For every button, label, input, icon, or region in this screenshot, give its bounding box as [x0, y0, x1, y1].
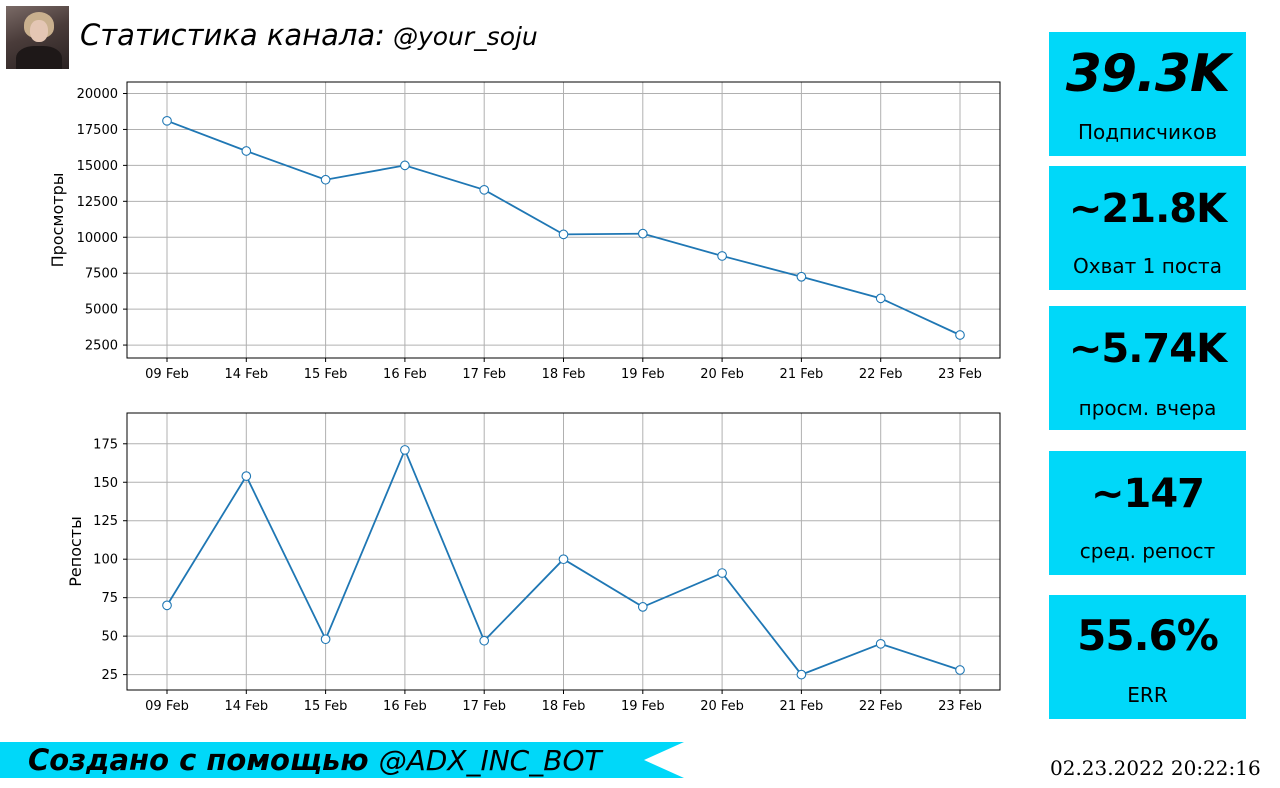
stat-label-views-yesterday: просм. вчера	[1078, 396, 1217, 420]
x-tick-label: 22 Feb	[859, 699, 903, 714]
data-point	[955, 665, 965, 675]
data-point	[796, 271, 807, 282]
x-tick-label: 19 Feb	[621, 367, 665, 382]
x-tick-label: 17 Feb	[462, 699, 506, 714]
data-point	[558, 554, 569, 565]
stat-value-err: 55.6%	[1077, 611, 1219, 660]
data-point	[400, 445, 410, 455]
x-tick-label: 09 Feb	[145, 699, 189, 714]
x-tick-label: 14 Feb	[224, 699, 268, 714]
y-tick-label: 20000	[77, 87, 118, 102]
charts-area: 2500 5000 7500 10000 12500 15000 17500 20000 09 …	[48, 81, 1001, 714]
x-tick-label: 16 Feb	[383, 699, 427, 714]
x-tick-label: 23 Feb	[938, 367, 982, 382]
stat-value-subscribers: 39.3K	[1065, 44, 1231, 104]
y-tick-label: 7500	[85, 267, 118, 282]
data-point	[875, 638, 886, 649]
y-tick-label: 50	[101, 630, 118, 645]
chart-views: 2500 5000 7500 10000 12500 15000 17500 20000 09 …	[48, 81, 1001, 382]
avatar-face	[30, 20, 48, 42]
data-point	[479, 184, 490, 195]
x-tick-label: 23 Feb	[938, 699, 982, 714]
stat-value-reach: ~21.8K	[1068, 186, 1227, 232]
data-point	[558, 229, 569, 240]
y-tick-label: 100	[93, 553, 118, 568]
data-point	[400, 160, 410, 171]
x-tick-label: 15 Feb	[304, 699, 348, 714]
y-tick-label: 10000	[77, 231, 118, 246]
stat-value-views-yesterday: ~5.74K	[1068, 326, 1227, 372]
data-point	[320, 174, 331, 185]
x-tick-label: 14 Feb	[224, 367, 268, 382]
x-tick-label: 18 Feb	[542, 699, 586, 714]
y-tick-label: 12500	[77, 195, 118, 210]
x-tick-label: 15 Feb	[304, 367, 348, 382]
data-point	[875, 293, 886, 304]
y-tick-label: 150	[93, 476, 118, 491]
data-point	[320, 634, 331, 645]
stat-label-reach: Охват 1 поста	[1073, 254, 1222, 278]
data-point	[955, 330, 965, 340]
stat-label-err: ERR	[1127, 683, 1168, 707]
y-axis-label: Просмотры	[48, 173, 67, 268]
x-tick-label: 16 Feb	[383, 367, 427, 382]
data-point	[162, 600, 172, 611]
y-tick-label: 2500	[85, 339, 118, 354]
stat-card-err: 55.6% ERR	[1049, 595, 1246, 719]
data-point	[241, 471, 252, 481]
y-tick-label: 25	[101, 668, 118, 683]
chart-reposts: 25 50 75 100 125 150 175 09 Feb 14 Feb 15 Feb 16 F…	[66, 412, 1001, 714]
data-point	[241, 146, 252, 156]
title-text: Статистика канала:	[80, 18, 385, 52]
data-point	[637, 602, 648, 612]
stat-label-avg-reposts: сред. репост	[1079, 539, 1216, 563]
footer-banner	[0, 742, 684, 778]
timestamp: 02.23.2022 20:22:16	[1050, 756, 1261, 780]
x-tick-label: 09 Feb	[145, 367, 189, 382]
data-point	[796, 669, 807, 680]
x-tick-label: 21 Feb	[780, 367, 824, 382]
y-tick-label: 17500	[77, 123, 118, 138]
x-tick-label: 22 Feb	[859, 367, 903, 382]
footer-credit: Создано с помощью @ADX_INC_BOT	[28, 742, 602, 778]
channel-handle: @your_soju	[392, 22, 538, 51]
data-point	[162, 115, 172, 126]
footer-bot-link[interactable]: @ADX_INC_BOT	[378, 744, 602, 777]
avatar-body	[16, 46, 62, 69]
y-tick-label: 75	[101, 591, 118, 606]
data-point	[717, 568, 727, 578]
x-tick-label: 21 Feb	[780, 699, 824, 714]
channel-avatar	[6, 6, 69, 69]
data-point	[717, 251, 727, 261]
stat-card-avg-reposts: ~147 сред. репост	[1049, 451, 1246, 575]
y-axis-label: Репосты	[66, 516, 85, 587]
y-tick-label: 5000	[85, 303, 118, 318]
data-point	[637, 228, 648, 239]
x-tick-label: 18 Feb	[542, 367, 586, 382]
footer-made-with: Создано с помощью	[28, 743, 369, 777]
y-tick-label: 15000	[77, 159, 118, 174]
x-tick-label: 20 Feb	[700, 699, 744, 714]
y-tick-label: 175	[93, 437, 118, 452]
stat-card-views-yesterday: ~5.74K просм. вчера	[1049, 306, 1246, 430]
page-title: Статистика канала: @your_soju	[80, 18, 538, 52]
x-tick-label: 19 Feb	[621, 699, 665, 714]
x-tick-label: 17 Feb	[462, 367, 506, 382]
x-tick-label: 20 Feb	[700, 367, 744, 382]
stat-card-subscribers: 39.3K Подписчиков	[1049, 32, 1246, 156]
stat-card-reach: ~21.8K Охват 1 поста	[1049, 166, 1246, 290]
stat-value-avg-reposts: ~147	[1090, 471, 1205, 517]
stat-label-subscribers: Подписчиков	[1077, 120, 1218, 144]
y-tick-label: 125	[93, 514, 118, 529]
data-point	[479, 635, 490, 646]
